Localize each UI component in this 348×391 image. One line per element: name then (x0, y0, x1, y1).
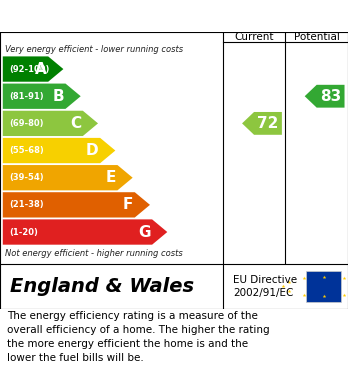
Text: Energy Efficiency Rating: Energy Efficiency Rating (10, 7, 239, 25)
Text: (81-91): (81-91) (10, 92, 44, 101)
Polygon shape (3, 56, 63, 82)
Text: 72: 72 (257, 116, 279, 131)
Text: Current: Current (234, 32, 274, 42)
Text: Very energy efficient - lower running costs: Very energy efficient - lower running co… (5, 45, 183, 54)
Text: England & Wales: England & Wales (10, 277, 195, 296)
Text: Potential: Potential (294, 32, 340, 42)
Polygon shape (3, 219, 167, 245)
Text: (55-68): (55-68) (10, 146, 45, 155)
Text: E: E (105, 170, 116, 185)
Polygon shape (305, 85, 345, 108)
Text: G: G (138, 224, 151, 240)
Polygon shape (3, 165, 133, 190)
Text: (69-80): (69-80) (10, 119, 44, 128)
Text: The energy efficiency rating is a measure of the
overall efficiency of a home. T: The energy efficiency rating is a measur… (7, 311, 270, 363)
Text: EU Directive
2002/91/EC: EU Directive 2002/91/EC (233, 275, 297, 298)
Text: (39-54): (39-54) (10, 173, 44, 182)
Text: Not energy efficient - higher running costs: Not energy efficient - higher running co… (5, 249, 183, 258)
Polygon shape (242, 112, 282, 135)
Polygon shape (3, 138, 115, 163)
Text: (21-38): (21-38) (10, 200, 44, 209)
Text: B: B (52, 89, 64, 104)
Text: 83: 83 (320, 89, 341, 104)
Text: A: A (35, 61, 47, 77)
Text: (92-100): (92-100) (10, 65, 50, 74)
Polygon shape (3, 84, 81, 109)
Text: (1-20): (1-20) (10, 228, 39, 237)
FancyBboxPatch shape (306, 271, 341, 302)
Text: C: C (70, 116, 81, 131)
Text: F: F (123, 197, 133, 212)
Polygon shape (3, 111, 98, 136)
Text: D: D (86, 143, 98, 158)
Polygon shape (3, 192, 150, 217)
